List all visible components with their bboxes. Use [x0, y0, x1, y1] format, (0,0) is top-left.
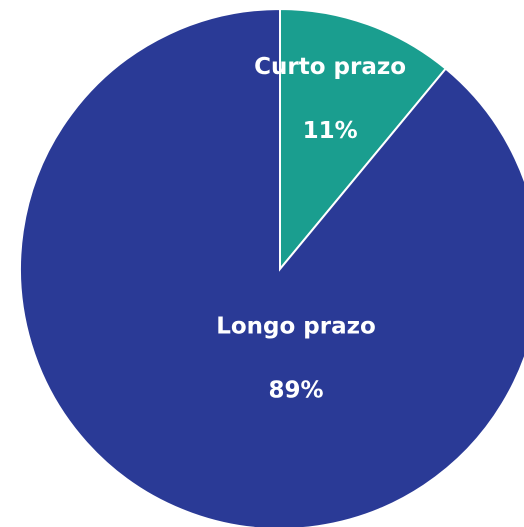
slice-value-label: 11%: [303, 118, 358, 144]
pie-slice: [19, 7, 524, 527]
slice-label: Longo prazo: [216, 314, 376, 340]
slice-value-label: 89%: [268, 378, 323, 404]
slice-label: Curto prazo: [254, 54, 406, 80]
pie-slice: [279, 7, 448, 272]
